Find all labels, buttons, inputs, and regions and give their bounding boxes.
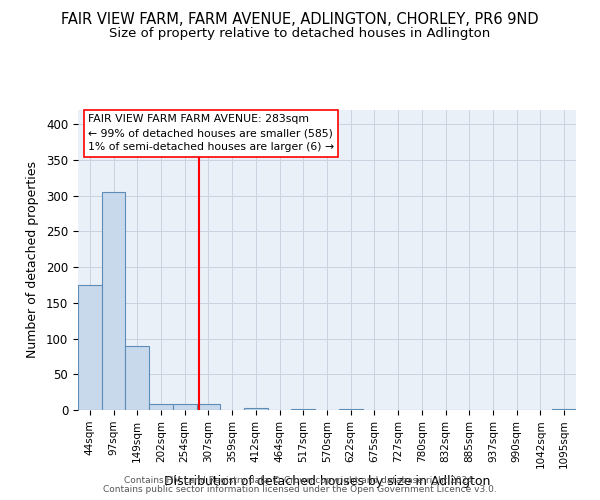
- Bar: [78, 285, 102, 410]
- Bar: [244, 408, 268, 410]
- Text: FAIR VIEW FARM FARM AVENUE: 283sqm
← 99% of detached houses are smaller (585)
1%: FAIR VIEW FARM FARM AVENUE: 283sqm ← 99%…: [88, 114, 334, 152]
- Bar: [173, 404, 197, 410]
- X-axis label: Distribution of detached houses by size in Adlington: Distribution of detached houses by size …: [164, 476, 490, 488]
- Y-axis label: Number of detached properties: Number of detached properties: [26, 162, 39, 358]
- Text: FAIR VIEW FARM, FARM AVENUE, ADLINGTON, CHORLEY, PR6 9ND: FAIR VIEW FARM, FARM AVENUE, ADLINGTON, …: [61, 12, 539, 28]
- Bar: [552, 408, 576, 410]
- Text: Contains public sector information licensed under the Open Government Licence v3: Contains public sector information licen…: [103, 485, 497, 494]
- Bar: [149, 404, 173, 410]
- Text: Size of property relative to detached houses in Adlington: Size of property relative to detached ho…: [109, 28, 491, 40]
- Text: Contains HM Land Registry data © Crown copyright and database right 2024.: Contains HM Land Registry data © Crown c…: [124, 476, 476, 485]
- Bar: [197, 404, 220, 410]
- Bar: [102, 192, 125, 410]
- Bar: [125, 346, 149, 410]
- Bar: [292, 408, 315, 410]
- Bar: [339, 408, 362, 410]
